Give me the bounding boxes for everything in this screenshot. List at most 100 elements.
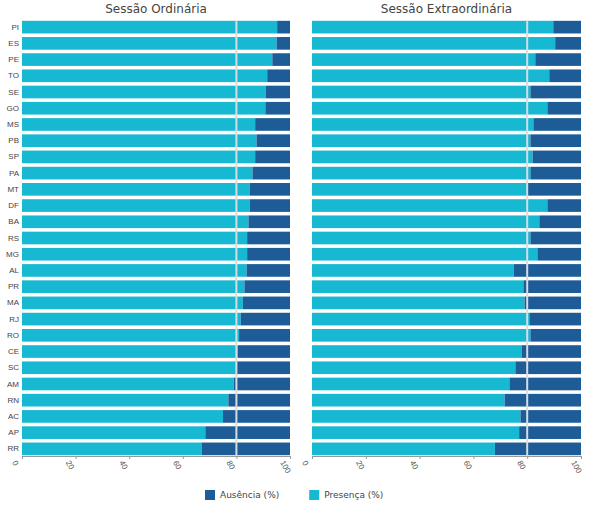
tick: SP [8, 152, 22, 161]
bar [522, 345, 581, 358]
tick-label: 20 [64, 459, 77, 472]
tick-label: RO [7, 331, 19, 340]
bar [312, 183, 527, 196]
bar [533, 151, 581, 164]
bar [277, 37, 290, 50]
tick: RJ [9, 315, 22, 324]
tick: 20 [354, 456, 367, 472]
tick: 20 [64, 456, 77, 472]
tick: PA [9, 169, 22, 178]
axis-line [313, 457, 582, 460]
tick-label: PA [9, 169, 20, 178]
tick-mark [236, 456, 237, 459]
bar [241, 313, 290, 326]
panel-title: Sessão Ordinária [105, 2, 207, 16]
bar [529, 313, 581, 326]
bar [509, 378, 581, 391]
axis-line [23, 457, 291, 460]
bar [312, 313, 529, 326]
tick: 60 [171, 456, 184, 472]
bar [239, 329, 290, 342]
tick-label: AP [8, 428, 19, 437]
plot-area [312, 20, 581, 456]
bar [547, 199, 581, 212]
tick-label: RR [7, 444, 19, 453]
bar [22, 21, 277, 34]
bar [22, 345, 238, 358]
bar [539, 215, 581, 228]
tick-label: 40 [117, 459, 130, 472]
bar [22, 248, 247, 261]
tick: SC [8, 363, 22, 372]
tick: 100 [278, 456, 293, 475]
tick: ES [8, 39, 22, 48]
bar [250, 183, 290, 196]
tick-label: 0 [10, 459, 20, 468]
tick-label: MS [7, 120, 19, 129]
tick: BA [8, 217, 22, 226]
bar [205, 426, 290, 439]
reference-line [526, 20, 528, 456]
tick-mark [76, 456, 77, 459]
bar [530, 134, 581, 147]
tick: MA [7, 298, 22, 307]
bar [22, 329, 239, 342]
tick: AP [8, 428, 22, 437]
tick: AC [8, 412, 22, 421]
tick-mark [420, 456, 421, 459]
bar [555, 37, 581, 50]
bar [22, 102, 265, 115]
bar [312, 345, 522, 358]
tick-label: MG [6, 250, 19, 259]
bar [523, 280, 581, 293]
tick-label: AL [9, 266, 19, 275]
tick-label: PE [8, 55, 19, 64]
tick: GO [7, 104, 22, 113]
bar [248, 215, 290, 228]
bar [312, 443, 495, 456]
tick-mark [129, 456, 130, 459]
bar [247, 264, 290, 277]
legend-swatch [205, 490, 215, 500]
tick-mark [473, 456, 474, 459]
bar [312, 410, 520, 423]
bar [312, 69, 549, 82]
legend-item: Ausência (%) [205, 490, 279, 500]
bar [22, 426, 205, 439]
bar [520, 410, 581, 423]
bar [252, 167, 290, 180]
tick-label: 20 [354, 459, 367, 472]
tick: AM [7, 380, 22, 389]
tick: MG [6, 250, 22, 259]
panel: 020406080100Sessão Extraordinária [300, 2, 584, 475]
bar [530, 232, 581, 245]
bar [266, 86, 290, 99]
bar [257, 134, 291, 147]
bar [312, 118, 533, 131]
tick-label: PB [8, 136, 19, 145]
tick: PB [8, 136, 22, 145]
bar [527, 183, 581, 196]
tick-label: 60 [171, 459, 184, 472]
bar [22, 37, 277, 50]
bar [22, 280, 244, 293]
tick: RR [7, 444, 22, 453]
bar [22, 232, 247, 245]
tick: CE [8, 347, 22, 356]
bar [22, 264, 247, 277]
tick-label: DF [8, 201, 19, 210]
tick-mark [366, 456, 367, 459]
tick-label: ES [8, 39, 19, 48]
x-axis: 020406080100 [300, 456, 584, 475]
tick: PR [8, 282, 22, 291]
bar [312, 264, 514, 277]
tick-label: 80 [515, 459, 528, 472]
tick-mark [312, 456, 313, 459]
bar [312, 248, 537, 261]
bar [22, 183, 250, 196]
bar [277, 21, 290, 34]
bar [312, 151, 533, 164]
tick-label: BA [8, 217, 19, 226]
bar [250, 199, 290, 212]
tick-label: AM [7, 380, 19, 389]
